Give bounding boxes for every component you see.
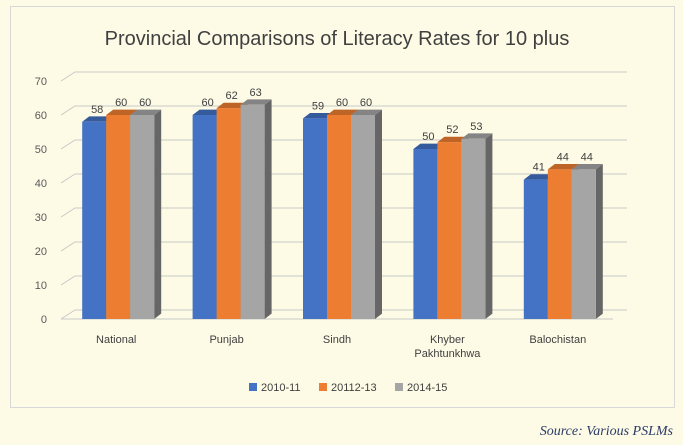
legend-label-1: 20112-13 (331, 382, 377, 394)
data-label-3-1: 52 (446, 124, 458, 136)
bar-front (327, 115, 351, 319)
data-label-1-0: 60 (201, 97, 213, 109)
gridline-side-7 (60, 71, 76, 82)
data-label-4-0: 41 (533, 162, 545, 174)
bar-top (327, 109, 358, 115)
bar-front (571, 169, 596, 319)
bar-top (216, 102, 248, 109)
data-label-1-1: 62 (225, 90, 237, 102)
bar-front (523, 179, 548, 319)
data-label-3-0: 50 (422, 131, 434, 143)
bar-front (413, 149, 438, 319)
gridline-side-2 (60, 241, 76, 252)
category-label-3-line2: Pakhtunkhwa (414, 348, 481, 360)
gridline-side-5 (60, 139, 76, 150)
data-label-2-1: 60 (336, 97, 348, 109)
bar-top (82, 116, 114, 122)
chart-frame: Provincial Comparisons of Literacy Rates… (10, 6, 675, 408)
y-tick-label-5: 50 (35, 144, 47, 156)
bar-front (547, 169, 572, 319)
legend-swatch-0 (249, 383, 257, 391)
bar-front (192, 115, 217, 319)
bar-side (595, 164, 603, 319)
bar-front (216, 108, 241, 319)
data-label-3-2: 53 (470, 121, 482, 133)
bar-front (437, 142, 462, 319)
category-label-0: National (96, 334, 136, 346)
category-label-4: Balochistan (529, 334, 586, 346)
data-label-1-2: 63 (249, 87, 261, 99)
bar-4-0 (523, 174, 555, 319)
bar-top (461, 133, 493, 139)
data-label-0-0: 58 (91, 104, 103, 116)
bar-top (130, 109, 162, 115)
bar-1-2 (240, 99, 272, 320)
bar-chart: Provincial Comparisons of Literacy Rates… (35, 28, 627, 394)
bar-top (303, 113, 334, 119)
y-tick-label-1: 10 (35, 280, 47, 292)
bar-top (240, 99, 272, 105)
bar-2-2 (351, 109, 382, 319)
gridline-side-4 (60, 173, 76, 184)
y-tick-label-2: 20 (35, 246, 47, 258)
bar-top (192, 109, 224, 115)
gridline-side-3 (60, 207, 76, 218)
bar-front (351, 115, 375, 319)
data-label-4-2: 44 (581, 151, 593, 163)
bar-top (437, 136, 469, 143)
bar-front (240, 104, 265, 319)
chart-title: Provincial Comparisons of Literacy Rates… (105, 28, 570, 50)
legend-label-2: 2014-15 (407, 382, 447, 394)
data-label-4-1: 44 (557, 151, 569, 163)
bar-front (461, 138, 486, 319)
y-tick-label-7: 70 (35, 76, 47, 88)
data-label-0-2: 60 (139, 97, 151, 109)
bar-side (154, 109, 162, 319)
source-note: Source: Various PSLMs (539, 424, 673, 439)
data-label-2-2: 60 (360, 97, 372, 109)
category-label-1: Punjab (209, 334, 243, 346)
bar-side (264, 99, 272, 320)
data-label-0-1: 60 (115, 97, 127, 109)
category-label-3: Khyber (430, 334, 465, 346)
legend-swatch-2 (395, 383, 403, 391)
bar-top (413, 143, 445, 149)
bar-side (375, 109, 382, 319)
category-label-2: Sindh (323, 334, 351, 346)
gridline-side-1 (60, 275, 76, 286)
bar-top (571, 164, 603, 170)
bar-top (523, 174, 555, 180)
bar-top (106, 109, 138, 115)
y-tick-label-0: 0 (41, 314, 47, 326)
bar-4-2 (571, 164, 603, 319)
bar-side (485, 133, 493, 319)
y-tick-label-4: 40 (35, 178, 47, 190)
bar-top (351, 109, 382, 115)
legend-swatch-1 (319, 383, 327, 391)
y-tick-label-6: 60 (35, 110, 47, 122)
bar-front (130, 115, 155, 319)
y-tick-label-3: 30 (35, 212, 47, 224)
bar-0-2 (130, 109, 162, 319)
legend-label-0: 2010-11 (261, 382, 301, 394)
data-label-2-0: 59 (312, 100, 324, 112)
bar-front (82, 121, 107, 319)
bar-3-2 (461, 133, 493, 319)
gridline-side-0 (60, 309, 76, 320)
gridline-side-6 (60, 105, 76, 116)
bar-top (547, 164, 579, 170)
bar-front (303, 118, 327, 320)
bar-front (106, 115, 131, 319)
